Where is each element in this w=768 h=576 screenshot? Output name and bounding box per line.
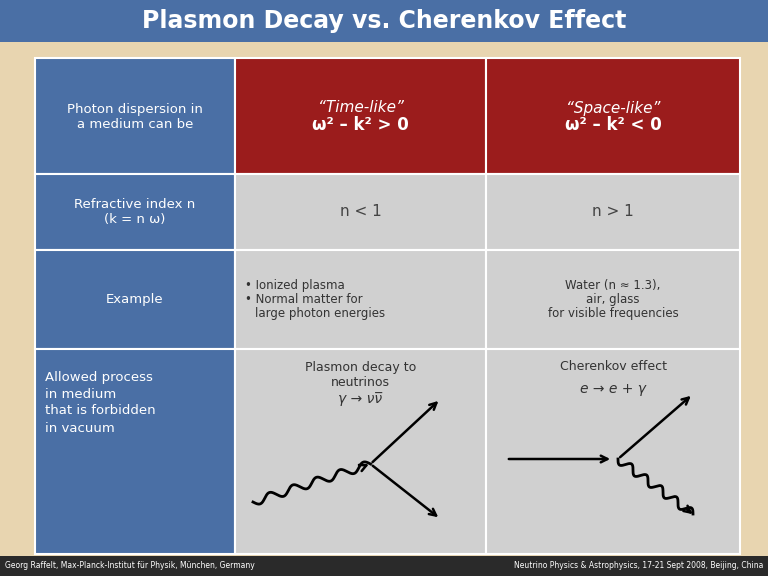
Text: (k = n ω): (k = n ω): [104, 214, 166, 226]
Bar: [35, 250, 235, 349]
Text: Plasmon decay to: Plasmon decay to: [305, 361, 416, 373]
Text: n > 1: n > 1: [592, 204, 634, 219]
Bar: [235, 349, 486, 554]
Bar: [486, 250, 740, 349]
Bar: [235, 58, 486, 174]
Bar: [35, 174, 235, 250]
Text: air, glass: air, glass: [586, 293, 640, 306]
Text: Plasmon Decay vs. Cherenkov Effect: Plasmon Decay vs. Cherenkov Effect: [142, 9, 626, 33]
Text: in medium: in medium: [45, 388, 116, 400]
Text: Refractive index n: Refractive index n: [74, 199, 196, 211]
Bar: [235, 174, 486, 250]
Text: large photon energies: large photon energies: [255, 307, 385, 320]
Bar: [0, 556, 768, 576]
Bar: [35, 349, 235, 554]
Text: “Time-like”: “Time-like”: [317, 100, 403, 116]
Text: in vacuum: in vacuum: [45, 422, 114, 434]
Text: Georg Raffelt, Max-Planck-Institut für Physik, München, Germany: Georg Raffelt, Max-Planck-Institut für P…: [5, 562, 255, 570]
Text: a medium can be: a medium can be: [77, 119, 194, 131]
Text: “Space-like”: “Space-like”: [566, 100, 660, 116]
Bar: [235, 250, 486, 349]
Text: ω² – k² < 0: ω² – k² < 0: [564, 116, 661, 134]
Bar: [486, 349, 740, 554]
Text: Cherenkov effect: Cherenkov effect: [560, 361, 667, 373]
Text: e → e + γ: e → e + γ: [580, 382, 646, 396]
Bar: [0, 0, 768, 42]
Text: neutrinos: neutrinos: [331, 376, 390, 388]
Text: n < 1: n < 1: [339, 204, 382, 219]
Text: that is forbidden: that is forbidden: [45, 404, 156, 418]
Bar: [486, 58, 740, 174]
Text: Photon dispersion in: Photon dispersion in: [67, 103, 203, 116]
Text: Neutrino Physics & Astrophysics, 17-21 Sept 2008, Beijing, China: Neutrino Physics & Astrophysics, 17-21 S…: [514, 562, 763, 570]
Text: ω² – k² > 0: ω² – k² > 0: [312, 116, 409, 134]
Text: • Ionized plasma: • Ionized plasma: [245, 279, 345, 292]
Text: Example: Example: [106, 293, 164, 306]
Text: Water (n ≈ 1.3),: Water (n ≈ 1.3),: [565, 279, 660, 292]
Text: γ → νν̅: γ → νν̅: [339, 392, 382, 406]
Text: • Normal matter for: • Normal matter for: [245, 293, 362, 306]
Text: Allowed process: Allowed process: [45, 370, 153, 384]
Bar: [486, 174, 740, 250]
Bar: [35, 58, 235, 174]
Text: for visible frequencies: for visible frequencies: [548, 307, 678, 320]
